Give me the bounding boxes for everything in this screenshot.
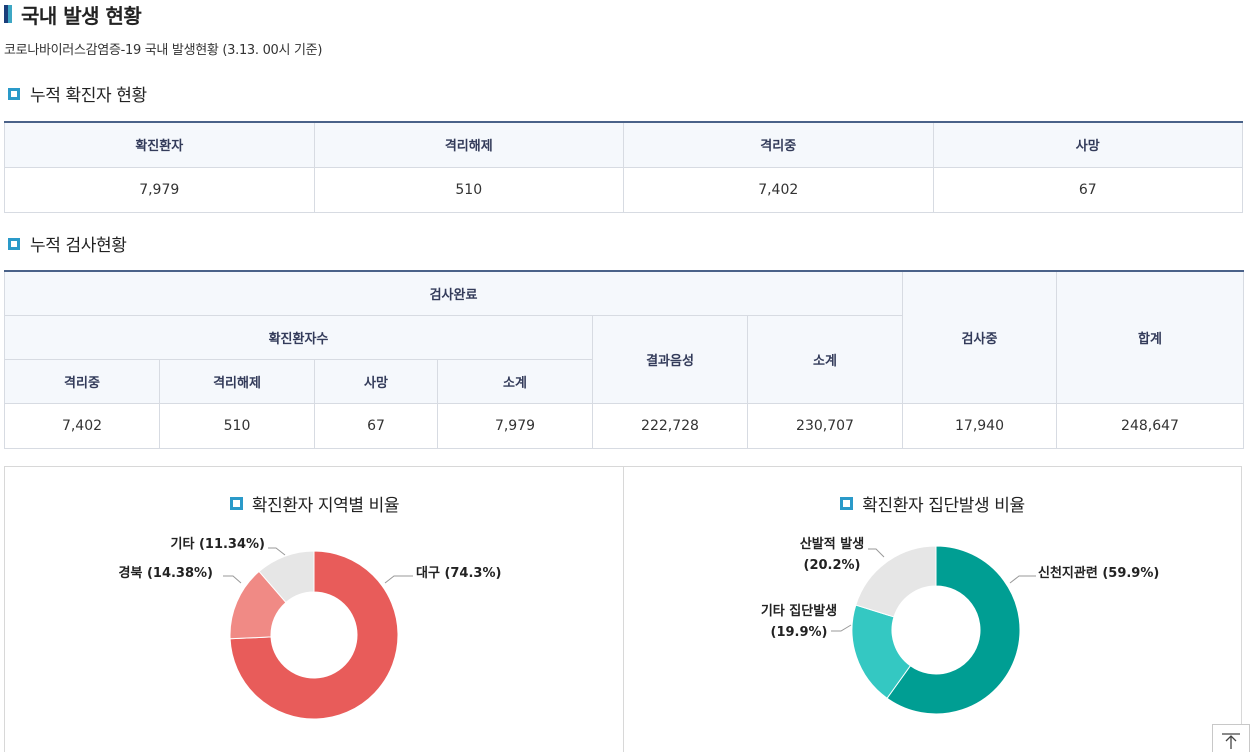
cell-confirmed-subtotal: 7,979 [437, 402, 593, 449]
page-title-block: 국내 발생 현황 [4, 0, 142, 28]
table-header-row: 검사완료 검사중 합계 [4, 270, 1244, 404]
region-donut-chart: 대구 (74.3%) 경북 (14.38%) 기타 (11.34%) [119, 536, 501, 720]
pie-slice-daegu [229, 550, 399, 720]
cumulative-table: 확진환자 격리해제 격리중 사망 7,979 510 7,402 67 [4, 121, 1243, 213]
data-label-other-cluster: 기타 집단발생 [761, 603, 837, 619]
page-subtitle: 코로나바이러스감염증-19 국내 발생현황 (3.13. 00시 기준) [4, 43, 323, 58]
pie-slice-others [258, 550, 315, 604]
data-label-shincheonji: 신천지관련 (59.9%) [1038, 565, 1159, 581]
header-confirmed-subtotal: 소계 [437, 358, 593, 404]
pie-slice-sporadic [855, 545, 937, 618]
data-label-sporadic-pct: (20.2%) [804, 558, 861, 573]
pie-slice-shincheonji [886, 545, 1021, 715]
cell-released: 510 [313, 166, 624, 213]
cell-total: 248,647 [1056, 402, 1244, 449]
leader-line [223, 575, 242, 584]
table-header-row: 격리중 격리해제 사망 소계 [4, 358, 1244, 404]
cell-isolated: 7,402 [623, 166, 934, 213]
section-heading: 누적 검사현황 [30, 236, 127, 256]
data-label-other-cluster-pct: (19.9%) [771, 625, 828, 640]
table-row: 7,979 510 7,402 67 [4, 166, 1243, 213]
leader-line [831, 624, 852, 632]
cell-subtotal: 230,707 [747, 402, 903, 449]
data-label-gyeongbuk: 경북 (14.38%) [119, 565, 213, 581]
header-released: 격리해제 [313, 121, 624, 168]
data-label-daegu: 대구 (74.3%) [416, 566, 501, 581]
chart-title-block: 확진환자 지역별 비율 [5, 491, 624, 516]
square-bullet-icon [229, 497, 243, 510]
leader-line [868, 548, 885, 558]
header-released: 격리해제 [159, 358, 315, 404]
header-subtotal: 소계 [747, 314, 903, 404]
data-label-others: 기타 (11.34%) [171, 536, 265, 552]
scroll-top-button[interactable] [1212, 724, 1250, 752]
header-negative: 결과음성 [592, 314, 748, 404]
square-bullet-icon [8, 87, 20, 100]
tests-table: 검사완료 검사중 합계 확진환자수 결과음성 소계 격리중 격리해제 사망 소계… [4, 270, 1244, 449]
header-total: 합계 [1056, 270, 1244, 404]
cell-deaths: 67 [932, 166, 1243, 213]
section-title-cumulative: 누적 확진자 현황 [8, 81, 147, 106]
page-title: 국내 발생 현황 [21, 3, 142, 28]
region-chart-panel: 확진환자 지역별 비율 대구 (74.3%) 경북 (14.38%) 기타 (1… [4, 466, 624, 752]
header-testing: 검사중 [902, 270, 1057, 404]
table-header-row: 확진환자 격리해제 격리중 사망 [4, 121, 1243, 168]
cell-released: 510 [159, 402, 315, 449]
header-completed: 검사완료 [4, 270, 903, 316]
section-heading: 누적 확진자 현황 [30, 86, 147, 106]
chart-title-block: 확진환자 집단발생 비율 [624, 491, 1241, 516]
header-isolated: 격리중 [4, 358, 160, 404]
square-bullet-icon [8, 237, 20, 250]
cell-testing: 17,940 [902, 402, 1057, 449]
table-header-row: 확진환자수 결과음성 소계 [4, 314, 1244, 404]
square-bullet-icon [840, 497, 854, 510]
header-deaths: 사망 [932, 121, 1243, 168]
data-label-sporadic: 산발적 발생 [800, 536, 864, 552]
cell-confirmed: 7,979 [4, 166, 315, 213]
header-deaths: 사망 [314, 358, 438, 404]
title-bar-icon [4, 5, 12, 23]
cluster-donut-chart: 신천지관련 (59.9%) 기타 집단발생 (19.9%) 산발적 발생 (20… [761, 536, 1159, 715]
leader-line [384, 575, 413, 584]
chart-title: 확진환자 지역별 비율 [251, 496, 400, 516]
header-isolated: 격리중 [623, 121, 934, 168]
leader-line [1009, 575, 1036, 584]
arrow-up-to-top-icon [1222, 733, 1240, 749]
cluster-chart-panel: 확진환자 집단발생 비율 신천지관련 (59.9%) 기타 집단발생 (19.9… [623, 466, 1242, 752]
table-row: 7,402 510 67 7,979 222,728 230,707 17,94… [4, 402, 1244, 449]
leader-line [268, 547, 286, 556]
cell-isolated: 7,402 [4, 402, 160, 449]
cell-negative: 222,728 [592, 402, 748, 449]
cell-deaths: 67 [314, 402, 438, 449]
header-confirmed: 확진환자 [4, 121, 315, 168]
section-title-tests: 누적 검사현황 [8, 231, 127, 256]
chart-title: 확진환자 집단발생 비율 [862, 496, 1025, 516]
header-confirmed-count: 확진환자수 [4, 314, 593, 360]
